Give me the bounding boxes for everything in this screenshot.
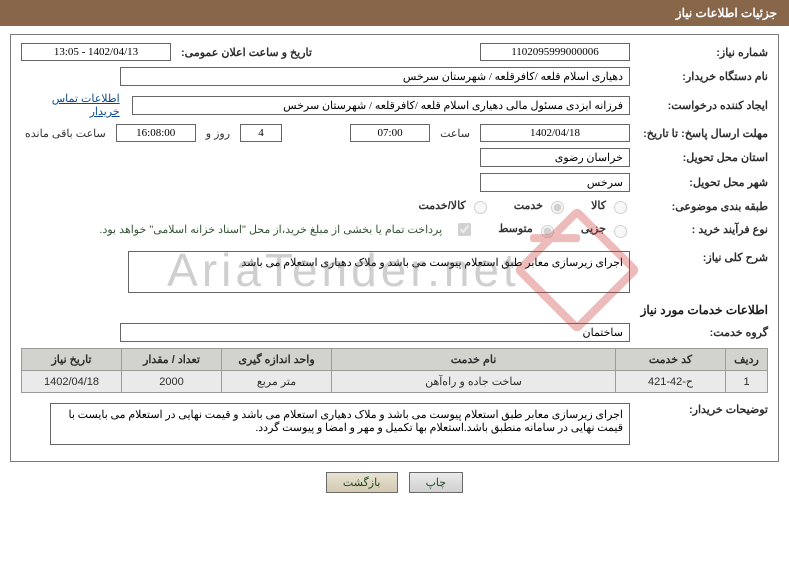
city-label: شهر محل تحویل: <box>636 176 768 189</box>
days-suffix: روز و <box>206 127 230 140</box>
remaining-suffix: ساعت باقی مانده <box>25 127 106 140</box>
th-unit: واحد اندازه گیری <box>222 349 332 371</box>
need-desc-value: اجرای زیرسازی معابر طبق استعلام پیوست می… <box>128 251 630 293</box>
radio-medium-label: متوسط <box>498 223 533 235</box>
cell-code: ح-42-421 <box>616 371 726 393</box>
payment-note: پرداخت تمام یا بخشی از مبلغ خرید،از محل … <box>99 223 442 236</box>
radio-service-label: خدمت <box>514 200 543 212</box>
table-header-row: ردیف کد خدمت نام خدمت واحد اندازه گیری ت… <box>22 349 768 371</box>
buyer-notes-label: توضیحات خریدار: <box>636 403 768 416</box>
content-wrapper: AriaTender.net شماره نیاز: 1102095999000… <box>0 26 789 511</box>
button-bar: چاپ بازگشت <box>10 472 779 503</box>
buyer-notes-value: اجرای زیرسازی معابر طبق استعلام پیوست می… <box>50 403 630 445</box>
radio-minor[interactable]: جزیی <box>563 222 630 238</box>
row-category: طبقه بندی موضوعی: کالا خدمت کالا/خدمت <box>21 198 768 214</box>
deadline-time: 07:00 <box>350 124 430 142</box>
row-buyer-notes: توضیحات خریدار: اجرای زیرسازی معابر طبق … <box>21 403 768 445</box>
deadline-label: مهلت ارسال پاسخ: تا تاریخ: <box>636 127 768 140</box>
buyer-org-value: دهیاری اسلام قلعه /کافرقلعه / شهرستان سر… <box>120 67 630 86</box>
announce-value: 1402/04/13 - 13:05 <box>21 43 171 61</box>
province-value: خراسان رضوی <box>480 148 630 167</box>
th-row: ردیف <box>726 349 768 371</box>
remaining-time: 16:08:00 <box>116 124 196 142</box>
radio-minor-label: جزیی <box>581 223 606 235</box>
main-panel: AriaTender.net شماره نیاز: 1102095999000… <box>10 34 779 462</box>
deadline-date: 1402/04/18 <box>480 124 630 142</box>
category-label: طبقه بندی موضوعی: <box>636 200 768 213</box>
cell-date: 1402/04/18 <box>22 371 122 393</box>
city-value: سرخس <box>480 173 630 192</box>
checkbox-payment[interactable] <box>454 220 474 239</box>
buyer-org-label: نام دستگاه خریدار: <box>636 70 768 83</box>
row-buyer-org: نام دستگاه خریدار: دهیاری اسلام قلعه /کا… <box>21 67 768 86</box>
requester-value: فرزانه ایزدی مسئول مالی دهیاری اسلام قلع… <box>132 96 630 115</box>
need-no-value: 1102095999000006 <box>480 43 630 61</box>
need-desc-label: شرح کلی نیاز: <box>636 251 768 264</box>
row-need-number: شماره نیاز: 1102095999000006 تاریخ و ساع… <box>21 43 768 61</box>
row-city: شهر محل تحویل: سرخس <box>21 173 768 192</box>
radio-goods-label: کالا <box>591 200 606 212</box>
row-deadline: مهلت ارسال پاسخ: تا تاریخ: 1402/04/18 سا… <box>21 124 768 142</box>
page-title: جزئیات اطلاعات نیاز <box>676 6 777 20</box>
service-group-value: ساختمان <box>120 323 630 342</box>
page-title-bar: جزئیات اطلاعات نیاز <box>0 0 789 26</box>
service-group-label: گروه خدمت: <box>636 326 768 339</box>
th-name: نام خدمت <box>332 349 616 371</box>
service-info-header: اطلاعات خدمات مورد نیاز <box>21 303 768 317</box>
th-qty: تعداد / مقدار <box>122 349 222 371</box>
radio-medium[interactable]: متوسط <box>480 222 557 238</box>
buyer-contact-link[interactable]: اطلاعات تماس خریدار <box>21 92 120 118</box>
cell-unit: متر مربع <box>222 371 332 393</box>
radio-service[interactable]: خدمت <box>496 198 567 214</box>
service-table: ردیف کد خدمت نام خدمت واحد اندازه گیری ت… <box>21 348 768 393</box>
row-need-desc: شرح کلی نیاز: اجرای زیرسازی معابر طبق اس… <box>21 251 768 293</box>
cell-name: ساخت جاده و راه‌آهن <box>332 371 616 393</box>
table-row: 1 ح-42-421 ساخت جاده و راه‌آهن متر مربع … <box>22 371 768 393</box>
cell-row: 1 <box>726 371 768 393</box>
radio-both[interactable]: کالا/خدمت <box>400 198 489 214</box>
print-button[interactable]: چاپ <box>409 472 464 493</box>
remaining-days: 4 <box>240 124 282 142</box>
time-label: ساعت <box>440 127 470 140</box>
row-requester: ایجاد کننده درخواست: فرزانه ایزدی مسئول … <box>21 92 768 118</box>
radio-both-label: کالا/خدمت <box>418 200 465 212</box>
row-province: استان محل تحویل: خراسان رضوی <box>21 148 768 167</box>
radio-goods[interactable]: کالا <box>573 198 630 214</box>
row-process: نوع فرآیند خرید : جزیی متوسط پرداخت تمام… <box>21 220 768 239</box>
announce-label: تاریخ و ساعت اعلان عمومی: <box>177 46 312 59</box>
process-label: نوع فرآیند خرید : <box>636 223 768 236</box>
cell-qty: 2000 <box>122 371 222 393</box>
need-no-label: شماره نیاز: <box>636 46 768 59</box>
back-button[interactable]: بازگشت <box>326 472 398 493</box>
th-date: تاریخ نیاز <box>22 349 122 371</box>
province-label: استان محل تحویل: <box>636 151 768 164</box>
requester-label: ایجاد کننده درخواست: <box>636 99 768 112</box>
th-code: کد خدمت <box>616 349 726 371</box>
row-service-group: گروه خدمت: ساختمان <box>21 323 768 342</box>
